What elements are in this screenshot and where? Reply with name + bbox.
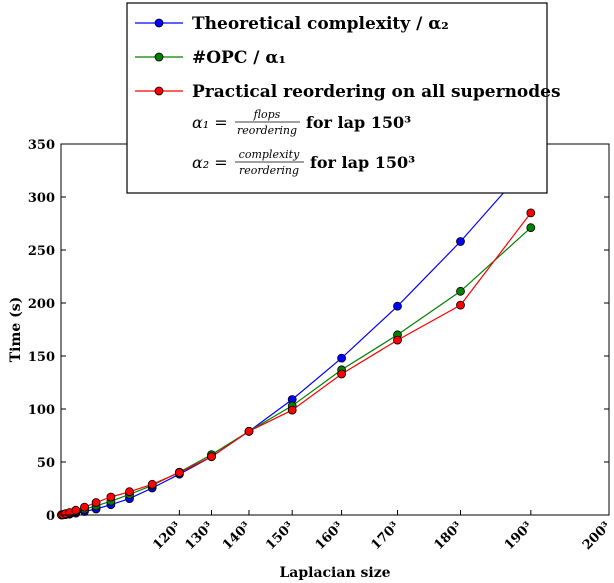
data-point-series-2 xyxy=(106,492,116,502)
legend-marker-2 xyxy=(154,86,164,96)
y-tick-label: 350 xyxy=(28,138,55,153)
legend-marker-0 xyxy=(154,18,164,28)
y-axis: 0 50 100 150 200 250 300 350 xyxy=(28,138,609,524)
data-point-series-2 xyxy=(91,498,101,507)
data-point-series-2 xyxy=(125,487,134,497)
y-tick-label: 100 xyxy=(28,403,55,418)
legend-box xyxy=(126,2,548,194)
y-tick-label: 50 xyxy=(37,456,55,471)
legend-label-2: Practical reordering on all supernodes xyxy=(192,82,561,102)
y-tick-label: 200 xyxy=(28,297,55,312)
legend: Theoretical complexity / α₂ #OPC / α₁ Prac… xyxy=(126,2,561,194)
data-point-series-2 xyxy=(174,468,184,478)
data-point-series-2 xyxy=(71,505,81,515)
data-point-series-1 xyxy=(526,223,536,233)
legend-note-alpha1-numerator: flops xyxy=(253,108,281,121)
legend-note-alpha1-suffix: for lap 150³ xyxy=(306,113,411,132)
legend-marker-1 xyxy=(154,52,164,62)
legend-note-alpha2-label: α₂ = xyxy=(192,153,228,172)
data-point-series-2 xyxy=(244,426,254,436)
data-point-series-0 xyxy=(456,237,465,246)
legend-note-alpha2-suffix: for lap 150³ xyxy=(310,153,415,172)
legend-note-alpha1-denominator: reordering xyxy=(237,124,297,137)
data-point-series-2 xyxy=(456,300,465,310)
data-point-series-0 xyxy=(393,301,402,311)
data-point-series-2 xyxy=(80,502,89,512)
y-axis-title: Time (s) xyxy=(8,297,24,362)
legend-entries: Theoretical complexity / α₂ #OPC / α₁ Prac… xyxy=(135,14,561,102)
legend-label-0: Theoretical complexity / α₂ xyxy=(192,14,449,34)
data-point-series-2 xyxy=(207,452,216,462)
legend-label-1: #OPC / α₁ xyxy=(192,48,286,68)
y-tick-label: 300 xyxy=(28,191,55,206)
legend-note-alpha2: α₂ = complexity reordering for lap 150³ xyxy=(192,148,415,177)
legend-note-alpha1-label: α₁ = xyxy=(192,113,228,132)
data-point-series-2 xyxy=(526,208,536,218)
legend-note-alpha2-denominator: reordering xyxy=(239,164,299,177)
legend-note-alpha2-numerator: complexity xyxy=(239,148,300,161)
data-point-series-2 xyxy=(337,369,347,379)
y-tick-label: 0 xyxy=(46,509,55,524)
data-point-series-1 xyxy=(456,286,465,296)
legend-note-alpha1: α₁ = flops reordering for lap 150³ xyxy=(192,108,411,137)
data-point-series-2 xyxy=(393,335,402,345)
y-tick-label: 250 xyxy=(28,244,55,259)
x-axis-title: Laplacian size xyxy=(279,565,390,581)
data-point-series-2 xyxy=(287,405,297,415)
data-point-series-0 xyxy=(337,353,347,363)
y-tick-label: 150 xyxy=(28,350,55,365)
data-point-series-2 xyxy=(147,479,157,489)
